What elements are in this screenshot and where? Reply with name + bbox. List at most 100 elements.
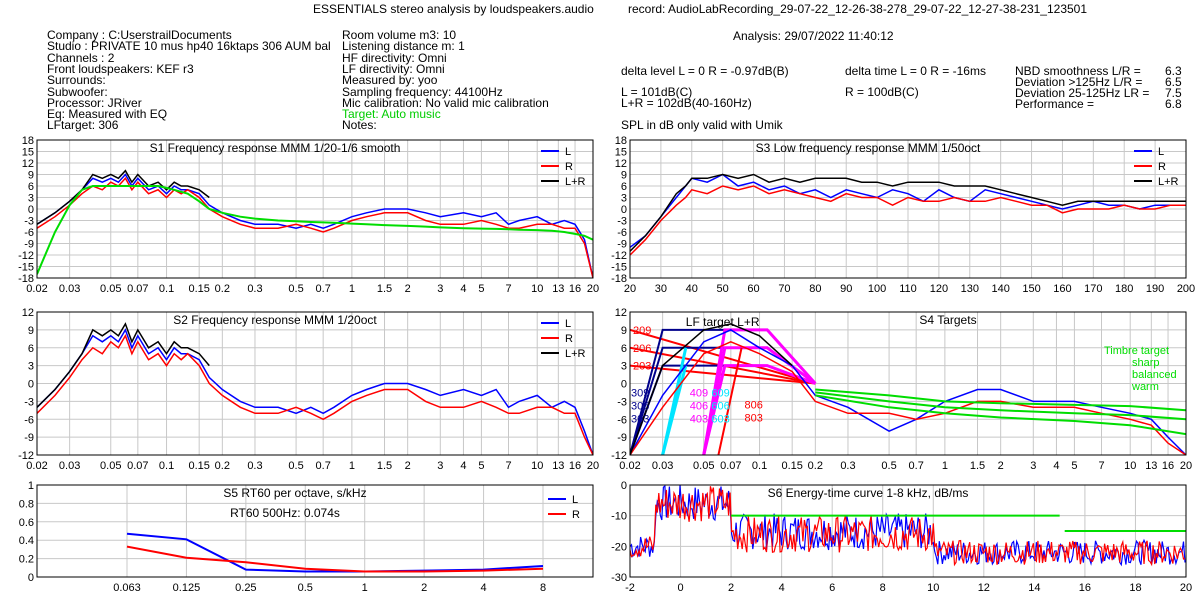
- y-tick-label: 0.4: [19, 535, 34, 547]
- x-tick-label: 16: [569, 283, 581, 295]
- metric-label: Performance =: [1015, 97, 1095, 111]
- x-tick-label: 13: [552, 460, 564, 472]
- record-name: record: AudioLabRecording_29-07-22_12-26…: [628, 2, 1088, 16]
- x-tick-label: 14: [1028, 582, 1040, 594]
- x-tick-label: 0.05: [100, 460, 121, 472]
- series-target: [37, 185, 593, 275]
- y-tick-label: -15: [611, 262, 627, 274]
- info-line: Room volume m3: 10: [342, 28, 457, 42]
- chart-title: S1 Frequency response MMM 1/20-1/6 smoot…: [150, 141, 401, 155]
- x-tick-label: 0.3: [840, 460, 855, 472]
- y-tick-label: 15: [22, 147, 34, 159]
- target-label: 606: [711, 401, 729, 413]
- x-tick-label: 0.05: [693, 460, 714, 472]
- x-tick-label: 0: [677, 582, 683, 594]
- info-line: Subwoofer:: [47, 85, 108, 99]
- info-line: Studio : PRIVATE 10 mus hp40 16ktaps 306…: [47, 39, 331, 53]
- series-lplusr: [630, 173, 1186, 252]
- target-label: 806: [745, 399, 763, 411]
- x-tick-label: 1: [362, 582, 368, 594]
- y-tick-label: 3: [28, 361, 34, 373]
- x-tick-label: 1: [349, 460, 355, 472]
- target-label: 206: [633, 343, 651, 355]
- info-line: LFtarget: 306: [47, 118, 119, 132]
- x-tick-label: 0.7: [316, 283, 331, 295]
- timbre-label: Timbre target: [1104, 345, 1169, 357]
- y-tick-label: 18: [22, 135, 34, 147]
- x-tick-label: 0.7: [316, 460, 331, 472]
- x-tick-label: 13: [552, 283, 564, 295]
- legend-label: R: [572, 509, 580, 521]
- analysis-date: Analysis: 29/07/2022 11:40:12: [733, 29, 894, 43]
- series-r: [630, 340, 1186, 455]
- info-line: Eq: Measured with EQ: [47, 107, 168, 121]
- x-tick-label: 110: [899, 283, 917, 295]
- target-label: 409: [690, 387, 708, 399]
- x-tick-label: 18: [1129, 582, 1141, 594]
- x-tick-label: 190: [1146, 283, 1164, 295]
- lf-target-title: LF target L+R: [686, 315, 760, 329]
- x-tick-label: 10: [1124, 460, 1136, 472]
- y-tick-label: -20: [611, 541, 627, 553]
- info-line: LF directivity: Omni: [342, 62, 445, 76]
- y-tick-label: 0: [621, 379, 627, 391]
- target-label: 203: [633, 361, 651, 373]
- series-r: [37, 177, 593, 278]
- x-tick-label: 3: [437, 283, 443, 295]
- y-tick-label: 9: [621, 170, 627, 182]
- target-label: 609: [711, 387, 729, 399]
- plot-frame: [629, 311, 1187, 456]
- y-tick-label: 0: [28, 572, 34, 584]
- info-line: Processor: JRiver: [47, 96, 142, 110]
- x-tick-label: 0.1: [159, 283, 174, 295]
- x-tick-label: 0.03: [59, 460, 80, 472]
- timbre-label: warm: [1131, 381, 1159, 393]
- x-tick-label: 1.5: [377, 283, 392, 295]
- x-tick-label: 20: [587, 283, 599, 295]
- series-l: [630, 485, 1186, 567]
- series-l: [630, 329, 1186, 455]
- x-tick-label: 40: [686, 283, 698, 295]
- info-line: HF directivity: Omni: [342, 51, 447, 65]
- legend-label: L: [565, 146, 571, 158]
- report-title: ESSENTIALS stereo analysis by loudspeake…: [313, 2, 594, 16]
- x-tick-label: 4: [460, 283, 466, 295]
- x-tick-label: 180: [1115, 283, 1133, 295]
- x-tick-label: 0.1: [752, 460, 767, 472]
- x-tick-label: 0.125: [173, 582, 201, 594]
- x-tick-label: 10: [531, 283, 543, 295]
- x-tick-label: 60: [747, 283, 759, 295]
- x-tick-label: 5: [1071, 460, 1077, 472]
- x-tick-label: 0.02: [26, 283, 47, 295]
- series-l: [126, 532, 544, 573]
- y-tick-label: 0: [621, 480, 627, 492]
- x-tick-label: 4: [779, 582, 785, 594]
- x-tick-label: 120: [930, 283, 948, 295]
- x-tick-label: 0.15: [188, 283, 209, 295]
- x-tick-label: 170: [1084, 283, 1102, 295]
- target-label: 803: [745, 412, 763, 424]
- chart-title: S4 Targets: [919, 313, 976, 327]
- info-line: Surrounds:: [47, 73, 106, 87]
- x-tick-label: 4: [1053, 460, 1059, 472]
- y-tick-label: -6: [24, 227, 34, 239]
- info-line: Mic calibration: No valid mic calibratio…: [342, 96, 549, 110]
- x-tick-label: 100: [868, 283, 886, 295]
- legend-label: L: [565, 318, 571, 330]
- plot-area: [630, 485, 1186, 567]
- x-tick-label: 30: [655, 283, 667, 295]
- plot-area: [630, 173, 1186, 256]
- target-label: 309: [631, 387, 649, 399]
- x-tick-label: 0.5: [298, 582, 313, 594]
- x-tick-label: 200: [1177, 283, 1195, 295]
- info-line: Measured by: yoo: [342, 73, 438, 87]
- y-tick-label: -18: [18, 273, 34, 285]
- y-tick-label: 12: [615, 307, 627, 319]
- y-tick-label: -15: [18, 262, 34, 274]
- target-label: 306: [631, 401, 649, 413]
- x-tick-label: 140: [991, 283, 1009, 295]
- chart-subtitle: RT60 500Hz: 0.074s: [230, 506, 340, 520]
- x-tick-label: 2: [728, 582, 734, 594]
